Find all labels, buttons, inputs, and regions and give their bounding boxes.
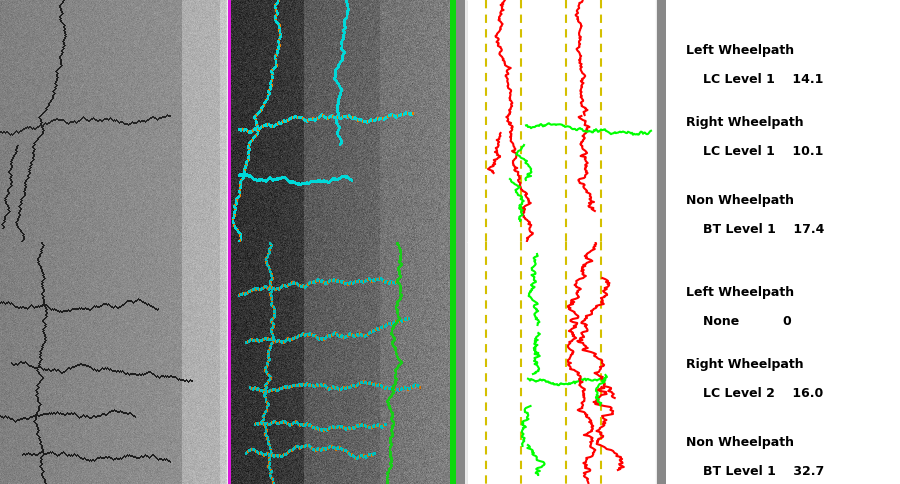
Text: Left Wheelpath: Left Wheelpath xyxy=(687,44,795,57)
Text: LC Level 1    14.1: LC Level 1 14.1 xyxy=(703,73,824,86)
Text: Non Wheelpath: Non Wheelpath xyxy=(687,436,795,449)
Text: None          0: None 0 xyxy=(703,315,791,328)
Bar xyxy=(656,0,666,242)
Text: Right Wheelpath: Right Wheelpath xyxy=(687,358,804,371)
Bar xyxy=(656,242,666,484)
Bar xyxy=(456,242,466,484)
Text: LC Level 1    10.1: LC Level 1 10.1 xyxy=(703,145,824,158)
Text: LC Level 2    16.0: LC Level 2 16.0 xyxy=(703,387,823,400)
Bar xyxy=(456,0,466,242)
Text: Non Wheelpath: Non Wheelpath xyxy=(687,194,795,207)
Text: Left Wheelpath: Left Wheelpath xyxy=(687,286,795,299)
Text: Right Wheelpath: Right Wheelpath xyxy=(687,116,804,129)
Text: BT Level 1    32.7: BT Level 1 32.7 xyxy=(703,465,824,478)
Text: BT Level 1    17.4: BT Level 1 17.4 xyxy=(703,223,824,236)
